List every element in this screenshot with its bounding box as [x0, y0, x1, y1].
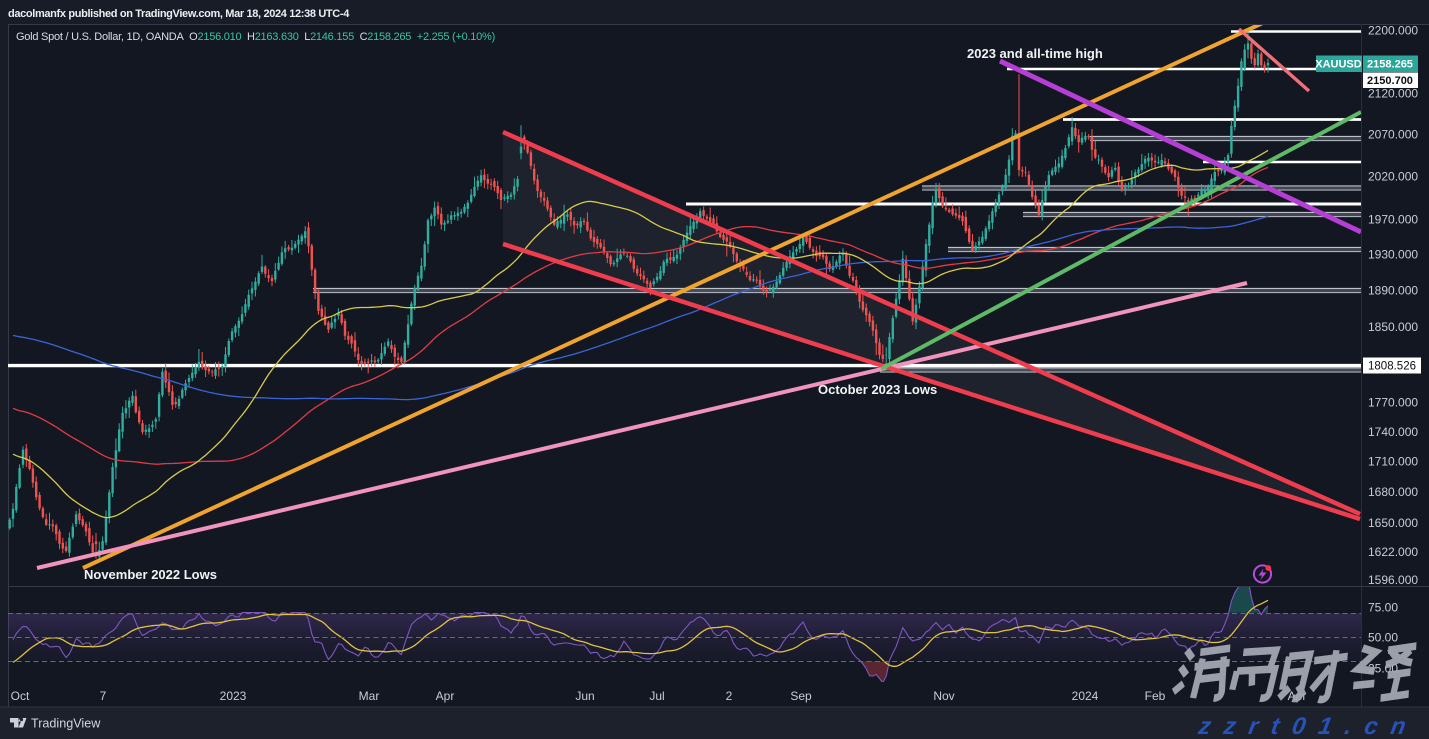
svg-text:2150.700: 2150.700 [1367, 75, 1413, 87]
svg-text:XAUUSD: XAUUSD [1315, 59, 1362, 71]
svg-text:October 2023 Lows: October 2023 Lows [818, 382, 937, 397]
svg-text:2020.000: 2020.000 [1368, 169, 1418, 183]
svg-text:Oct: Oct [11, 689, 30, 703]
svg-text:1970.000: 1970.000 [1368, 212, 1418, 226]
svg-text:Apr: Apr [436, 689, 455, 703]
svg-text:1850.000: 1850.000 [1368, 320, 1418, 334]
svg-text:1596.000: 1596.000 [1368, 573, 1418, 587]
svg-text:2023: 2023 [220, 689, 247, 703]
svg-text:zzrt01.cn: zzrt01.cn [1196, 713, 1421, 739]
svg-text:2120.000: 2120.000 [1368, 87, 1418, 101]
svg-text:2024: 2024 [1072, 689, 1099, 703]
svg-text:2023 and all-time high: 2023 and all-time high [967, 46, 1103, 61]
svg-text:1770.000: 1770.000 [1368, 396, 1418, 410]
svg-text:1808.526: 1808.526 [1368, 361, 1416, 373]
svg-text:Nov: Nov [933, 689, 954, 703]
svg-text:2200.000: 2200.000 [1368, 23, 1418, 37]
svg-text:1680.000: 1680.000 [1368, 485, 1418, 499]
svg-text:November 2022 Lows: November 2022 Lows [84, 567, 217, 582]
svg-text:TradingView: TradingView [31, 717, 101, 731]
svg-text:Sep: Sep [790, 689, 812, 703]
svg-text:Feb: Feb [1145, 689, 1166, 703]
svg-text:Jun: Jun [575, 689, 594, 703]
svg-text:75.00: 75.00 [1368, 601, 1398, 615]
svg-text:Jul: Jul [649, 689, 664, 703]
svg-text:1622.000: 1622.000 [1368, 545, 1418, 559]
svg-text:1890.000: 1890.000 [1368, 283, 1418, 297]
svg-text:2: 2 [726, 689, 733, 703]
svg-text:7: 7 [100, 689, 107, 703]
svg-text:1710.000: 1710.000 [1368, 455, 1418, 469]
svg-text:Gold Spot / U.S. Dollar, 1D, O: Gold Spot / U.S. Dollar, 1D, OANDA O2156… [16, 31, 495, 43]
svg-text:2070.000: 2070.000 [1368, 128, 1418, 142]
svg-text:1650.000: 1650.000 [1368, 516, 1418, 530]
svg-text:50.00: 50.00 [1368, 630, 1398, 644]
svg-text:dacolmanfx published on Tradin: dacolmanfx published on TradingView.com,… [8, 8, 350, 20]
svg-text:2158.265: 2158.265 [1367, 59, 1413, 71]
svg-text:1930.000: 1930.000 [1368, 247, 1418, 261]
svg-text:1740.000: 1740.000 [1368, 425, 1418, 439]
svg-text:Mar: Mar [359, 689, 380, 703]
